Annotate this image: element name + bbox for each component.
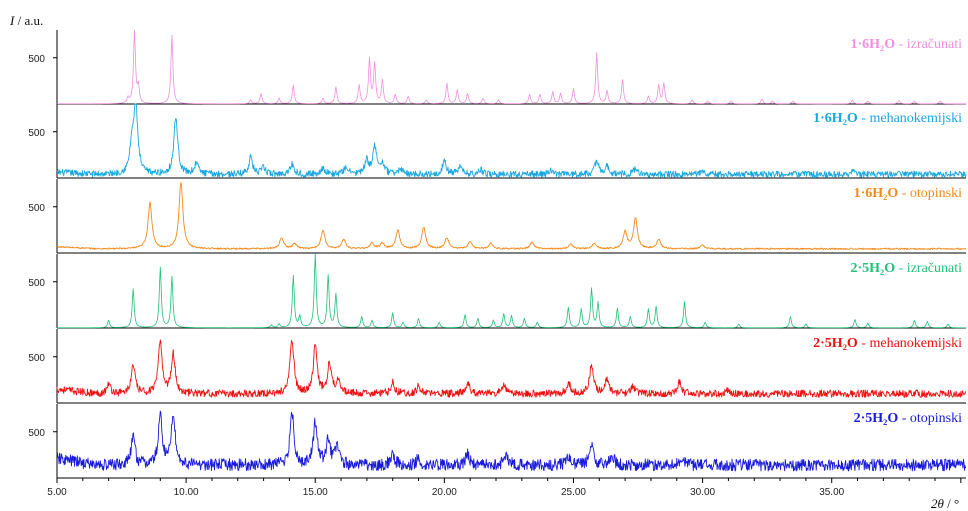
y-tick-label: 500 — [28, 128, 45, 139]
y-tick-label: 500 — [28, 428, 45, 439]
pattern-line — [56, 182, 967, 251]
x-tick-label: 20.00 — [432, 487, 457, 498]
y-tick-label: 500 — [28, 203, 45, 214]
panel: 500 2·5H₂O - otopinski — [28, 404, 967, 479]
x-tick-label: 30.00 — [690, 487, 715, 498]
pattern-line — [57, 29, 966, 105]
pattern-line — [57, 253, 966, 329]
series-compound: 1·6H₂O — [854, 186, 899, 201]
x-tick-label: 10.00 — [174, 487, 199, 498]
x-tick-label: 25.00 — [561, 487, 586, 498]
series-label: 1·6H₂O - mehanokemijski — [813, 111, 962, 126]
x-tick-label: 15.00 — [303, 487, 328, 498]
series-label: 2·5H₂O - izračunati — [850, 261, 962, 276]
y-tick-label: 500 — [28, 54, 45, 65]
series-method: - otopinski — [898, 411, 962, 426]
series-method: - mehanokemijski — [858, 111, 962, 126]
panel: 500 1·6H₂O - otopinski — [28, 179, 967, 254]
pattern-line — [56, 339, 967, 398]
x-tick-label: 35.00 — [819, 487, 844, 498]
x-axis-title: 2θ / ° — [931, 496, 959, 511]
series-label: 1·6H₂O - otopinski — [854, 186, 963, 201]
series-compound: 1·6H₂O — [850, 37, 895, 52]
panel: 500 1·6H₂O - mehanokemijski — [28, 103, 967, 179]
series-method: - izračunati — [895, 37, 962, 52]
series-method: - mehanokemijski — [858, 336, 962, 351]
x-tick-label: 5.00 — [47, 487, 67, 498]
pattern-line — [56, 410, 967, 472]
series-method: - otopinski — [898, 186, 962, 201]
series-label: 2·5H₂O - otopinski — [854, 411, 963, 426]
pattern-line — [56, 103, 967, 178]
series-label: 2·5H₂O - mehanokemijski — [813, 336, 962, 351]
y-tick-label: 500 — [28, 278, 45, 289]
series-compound: 2·5H₂O — [854, 411, 899, 426]
series-method: - izračunati — [895, 261, 962, 276]
y-tick-label: 500 — [28, 353, 45, 364]
series-compound: 1·6H₂O — [813, 111, 858, 126]
y-axis-title: I / a.u. — [9, 13, 43, 28]
panel: 500 2·5H₂O - izračunati — [28, 253, 966, 329]
x-axis: 5.00 10.00 15.00 20.00 25.00 30.00 35.00 — [47, 477, 966, 498]
panel: 500 1·6H₂O - izračunati — [28, 29, 966, 105]
series-compound: 2·5H₂O — [850, 261, 895, 276]
series-compound: 2·5H₂O — [813, 336, 858, 351]
panels: 500 1·6H₂O - izračunati 500 1·6H₂O - mehano… — [28, 29, 967, 479]
series-label: 1·6H₂O - izračunati — [850, 37, 962, 52]
panel: 500 2·5H₂O - mehanokemijski — [28, 329, 967, 404]
